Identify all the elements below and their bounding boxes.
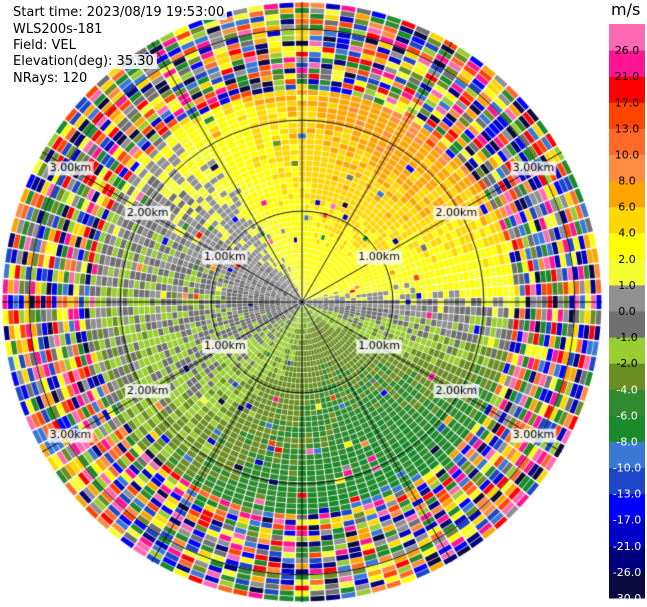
colorbar-swatch [609,389,645,416]
colorbar-swatch [609,337,645,364]
colorbar-swatch [609,493,645,521]
colorbar-swatch [609,363,645,390]
colorbar-tick-label: -21.0 [613,540,641,553]
colorbar-swatch [609,519,645,547]
start-time-label: Start time: 2023/08/19 19:53:00 [10,5,228,20]
field-label: Field: VEL [10,38,79,53]
colorbar-tick-label: -1.0 [616,331,637,344]
colorbar-swatch [609,50,645,77]
instrument-label: WLS200s-181 [10,22,106,37]
nrays-label: NRays: 120 [10,71,91,86]
colorbar-tick-label: -17.0 [613,514,641,527]
colorbar-swatch [609,441,645,469]
colorbar-tick-label: -6.0 [616,409,637,422]
colorbar-tick-label: -26.0 [613,566,641,579]
colorbar-tick-label: -30.0 [613,592,641,605]
colorbar-swatch [609,102,645,129]
colorbar-tick-label: 17.0 [615,96,640,109]
colorbar-tick-label: 6.0 [618,201,636,214]
colorbar-swatch [609,128,645,155]
colorbar-tick-label: 13.0 [615,122,640,135]
colorbar-tick-label: 21.0 [615,70,640,83]
colorbar-swatch [609,154,645,182]
elevation-label: Elevation(deg): 35.30 [10,54,157,69]
colorbar-swatch [609,545,645,573]
colorbar-tick-label: -8.0 [616,435,637,448]
colorbar-swatch [609,571,645,599]
colorbar-tick-label: -10.0 [613,462,641,475]
colorbar-swatch [609,415,645,442]
colorbar-tick-label: 0.0 [618,305,636,318]
colorbar-swatch [609,24,645,51]
colorbar-tick-label: -4.0 [616,383,637,396]
colorbar-tick-label: -2.0 [616,357,637,370]
colorbar-swatch [609,311,645,338]
colorbar-tick-label: 1.0 [618,279,636,292]
colorbar-tick-label: 4.0 [618,227,636,240]
colorbar-tick-label: 8.0 [618,175,636,188]
colorbar-swatch [609,258,645,286]
colorbar-swatch [609,76,645,103]
colorbar-swatch [609,284,645,312]
colorbar-swatch [609,467,645,495]
colorbar-swatch [609,180,645,208]
colorbar-tick-label: 10.0 [615,148,640,161]
colorbar-swatch [609,206,645,234]
colorbar-tick-label: -13.0 [613,488,641,501]
colorbar-tick-label: 2.0 [618,253,636,266]
velocity-colorbar: -30.0 -26.0 -21.0 -17.0 -13.0 -10.0 -8.0 -6.0 -4… [609,24,645,605]
colorbar-swatch [609,232,645,260]
colorbar-unit-label: m/s [611,0,641,19]
colorbar-tick-label: 26.0 [615,44,640,57]
